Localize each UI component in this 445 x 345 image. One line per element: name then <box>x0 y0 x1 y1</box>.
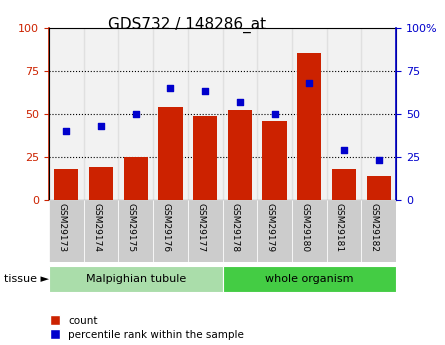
Text: Malpighian tubule: Malpighian tubule <box>85 274 186 284</box>
FancyBboxPatch shape <box>118 200 153 262</box>
FancyBboxPatch shape <box>49 200 84 262</box>
Text: whole organism: whole organism <box>265 274 353 284</box>
Bar <box>332 169 356 200</box>
Bar <box>153 28 188 200</box>
Bar <box>188 28 222 200</box>
Bar <box>292 28 327 200</box>
Point <box>167 85 174 91</box>
Point <box>306 80 313 86</box>
Bar <box>49 266 222 292</box>
Point <box>271 111 278 117</box>
FancyBboxPatch shape <box>292 200 327 262</box>
Point <box>202 89 209 94</box>
Bar <box>257 28 292 200</box>
FancyBboxPatch shape <box>222 200 257 262</box>
FancyBboxPatch shape <box>257 200 292 262</box>
Text: GSM29179: GSM29179 <box>266 203 275 252</box>
Text: GSM29173: GSM29173 <box>57 203 66 252</box>
Bar <box>49 28 84 200</box>
Text: GSM29182: GSM29182 <box>370 203 379 252</box>
Text: GSM29181: GSM29181 <box>335 203 344 252</box>
Bar <box>228 110 252 200</box>
Text: GSM29180: GSM29180 <box>300 203 309 252</box>
Text: GSM29178: GSM29178 <box>231 203 240 252</box>
Bar <box>193 116 217 200</box>
Text: GSM29174: GSM29174 <box>92 203 101 252</box>
Bar <box>222 28 257 200</box>
Bar <box>118 28 153 200</box>
Text: tissue ►: tissue ► <box>4 275 49 284</box>
Text: GSM29176: GSM29176 <box>162 203 170 252</box>
Legend: count, percentile rank within the sample: count, percentile rank within the sample <box>50 316 244 340</box>
FancyBboxPatch shape <box>84 200 118 262</box>
Bar <box>89 167 113 200</box>
Point <box>132 111 139 117</box>
FancyBboxPatch shape <box>153 200 188 262</box>
FancyBboxPatch shape <box>327 200 361 262</box>
Point <box>236 99 243 105</box>
Bar <box>327 28 361 200</box>
Bar <box>158 107 182 200</box>
Point <box>97 123 105 129</box>
Text: GSM29177: GSM29177 <box>196 203 205 252</box>
Bar <box>84 28 118 200</box>
Text: GDS732 / 148286_at: GDS732 / 148286_at <box>108 17 266 33</box>
FancyBboxPatch shape <box>361 200 396 262</box>
Text: GSM29175: GSM29175 <box>127 203 136 252</box>
Bar <box>54 169 78 200</box>
Bar <box>367 176 391 200</box>
Point <box>63 128 70 134</box>
Point <box>340 147 348 153</box>
Bar <box>263 121 287 200</box>
Bar <box>297 53 321 200</box>
Bar <box>361 28 396 200</box>
Bar <box>124 157 148 200</box>
FancyBboxPatch shape <box>188 200 222 262</box>
Point <box>375 158 382 163</box>
Bar <box>222 266 396 292</box>
